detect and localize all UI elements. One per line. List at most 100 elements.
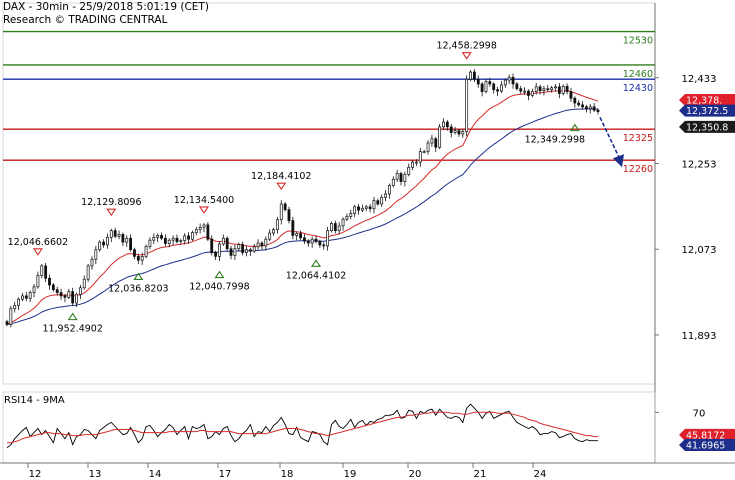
candle-body (364, 206, 368, 209)
candle-body (496, 89, 499, 92)
candle-body (28, 292, 32, 299)
candle-body (183, 235, 187, 241)
candle-body (44, 265, 48, 279)
candle-body (102, 241, 105, 246)
candle-body (90, 258, 94, 267)
level-label: 12325 (623, 133, 653, 144)
candle-body (86, 265, 90, 280)
x-tick-label: 20 (409, 469, 422, 480)
candle-body (519, 88, 523, 92)
candle-body (472, 71, 476, 80)
candle-body (202, 224, 206, 228)
candle-body (303, 237, 306, 242)
price-tag-box (679, 93, 735, 106)
candle-body (449, 126, 453, 133)
candle-body (198, 226, 202, 231)
candle-body (117, 234, 121, 237)
candle-body (40, 265, 44, 276)
level-label: 12430 (623, 83, 653, 94)
candle-body (507, 76, 511, 81)
candle-body (82, 278, 86, 289)
candle-body (341, 218, 345, 227)
candle-body (546, 88, 550, 91)
candle-body (67, 291, 71, 298)
price-panel: 12,433 12,253 12,073 11,893 12530 12460 12430 1… (2, 2, 735, 463)
candle-body (534, 86, 538, 92)
swing-low-marker (569, 123, 580, 132)
candle-body (133, 249, 136, 257)
candle-body (75, 294, 78, 304)
candle-body (387, 185, 391, 195)
price-tag-label: 12,372.5 (686, 106, 728, 117)
swing-high-label: 12,458.2998 (436, 41, 496, 52)
swing-low-marker (214, 270, 225, 279)
candle-body (78, 287, 82, 295)
candle-body (503, 79, 507, 86)
candle-body (550, 87, 554, 91)
candle-body (121, 234, 125, 243)
candle-body (469, 71, 472, 80)
swing-low-label: 12,040.7998 (189, 282, 249, 293)
candle-body (295, 233, 299, 236)
candle-body (106, 236, 109, 246)
candle-body (21, 295, 24, 300)
candle-body (480, 83, 484, 92)
candle-body (345, 216, 349, 220)
candle-body (581, 104, 584, 108)
candle-body (98, 241, 102, 251)
y-tick-label: 11,893 (682, 331, 717, 342)
candle-body (372, 200, 376, 210)
rsi-y-tick-label: 70 (693, 408, 706, 419)
candle-body (167, 239, 171, 244)
candle-body (59, 292, 63, 297)
rsi-tag-label: 41.6965 (686, 440, 725, 451)
swing-low-label: 12,036.8203 (108, 283, 168, 294)
price-tag-box (679, 120, 735, 133)
forecast-arrow-line (599, 116, 620, 158)
candle-body (252, 246, 256, 252)
candle-body (376, 200, 380, 205)
candle-body (500, 84, 503, 92)
candle-body (426, 142, 430, 152)
candle-body (523, 90, 527, 93)
candle-body (129, 237, 133, 251)
candle-body (144, 246, 148, 257)
candle-body (136, 256, 140, 261)
candle-body (445, 121, 449, 128)
x-axis: 12 13 14 17 18 19 20 21 24 (0, 462, 735, 480)
swing-low-label: 12,064.4102 (286, 270, 346, 281)
candle-body (160, 235, 163, 239)
candle-body (260, 242, 264, 247)
candle-body (457, 130, 461, 135)
candle-body (264, 238, 268, 247)
candle-body (391, 178, 395, 186)
y-tick-label: 12,073 (682, 245, 717, 256)
candle-body (9, 308, 13, 325)
chart-source: Research © TRADING CENTRAL (3, 14, 168, 26)
candle-body (399, 173, 403, 182)
candle-body (218, 243, 221, 257)
candle-body (248, 249, 252, 252)
candle-body (187, 235, 190, 240)
candle-body (13, 305, 17, 310)
candle-body (163, 237, 167, 244)
candle-body (283, 203, 287, 211)
candle-body (353, 206, 357, 214)
candle-body (318, 241, 322, 246)
candle-body (561, 85, 565, 94)
candle-body (596, 109, 600, 112)
candle-body (32, 286, 36, 293)
candle-body (48, 277, 51, 286)
candle-body (279, 203, 283, 221)
swing-high-marker (461, 52, 472, 60)
swing-low-marker (67, 312, 78, 321)
candle-body (461, 131, 465, 135)
candle-body (148, 239, 152, 247)
candle-body (140, 256, 144, 261)
x-tick-label: 21 (474, 469, 487, 480)
candle-body (190, 232, 194, 240)
candle-body (411, 161, 415, 168)
candle-body (554, 86, 557, 89)
